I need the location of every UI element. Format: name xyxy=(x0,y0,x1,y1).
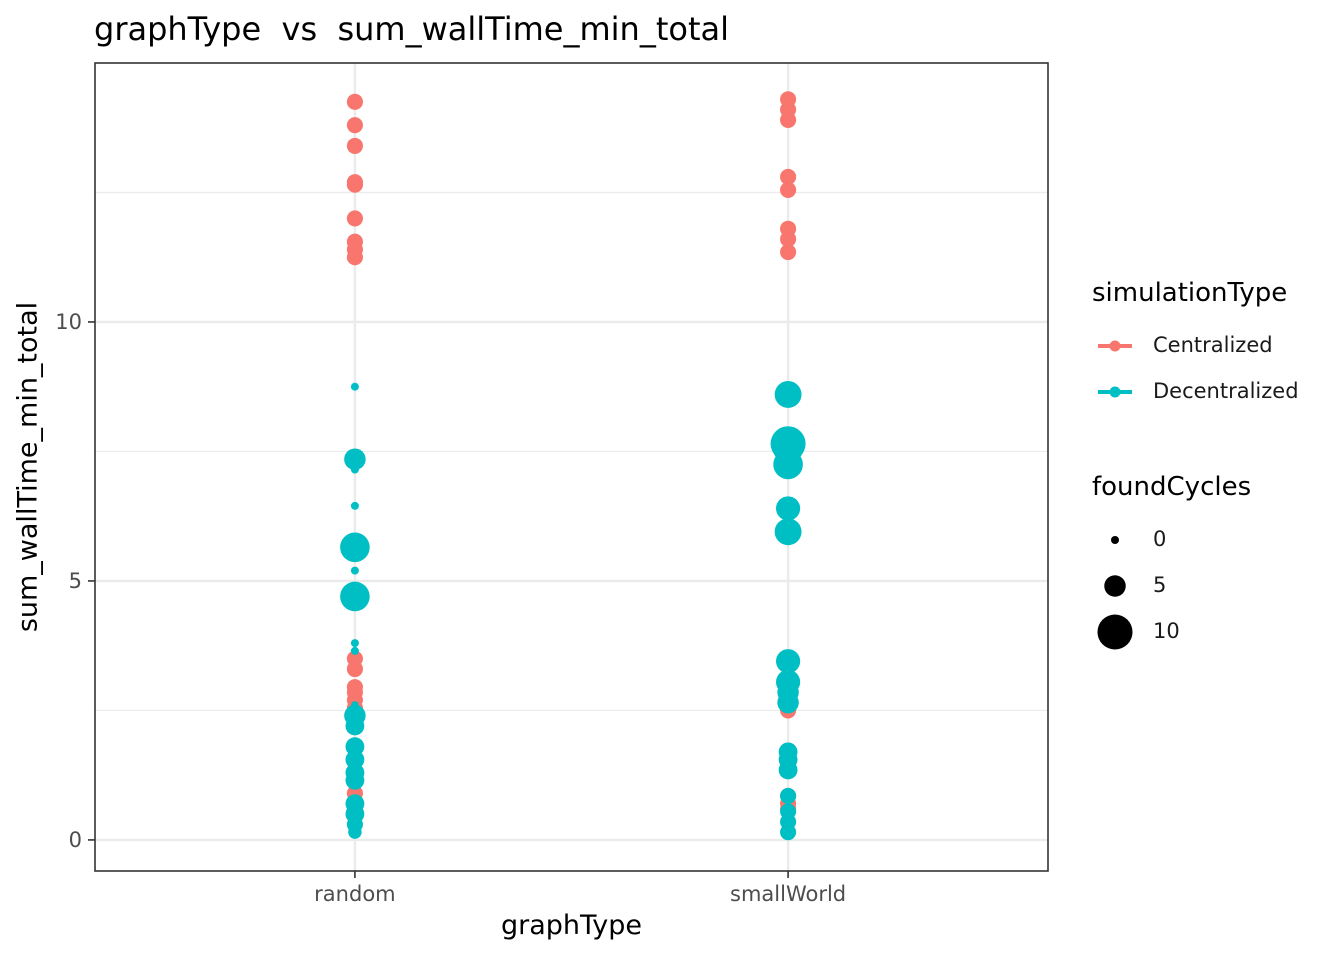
data-point xyxy=(345,737,365,757)
data-point xyxy=(345,750,365,770)
size-legend-label-0: 0 xyxy=(1153,527,1167,551)
y-tick-label: 10 xyxy=(55,310,82,334)
data-point xyxy=(345,716,365,736)
data-point xyxy=(775,649,801,674)
data-point xyxy=(350,566,359,575)
data-point xyxy=(780,244,797,261)
y-axis-title: sum_wallTime_min_total xyxy=(12,301,44,633)
data-point xyxy=(346,210,363,227)
data-point xyxy=(774,381,802,408)
data-point xyxy=(346,660,363,678)
data-point xyxy=(350,646,359,655)
data-point xyxy=(345,770,365,790)
data-point xyxy=(350,639,359,648)
size-legend-label-5: 5 xyxy=(1153,573,1167,597)
size-legend-keys xyxy=(1097,536,1133,650)
size-legend-title: foundCycles xyxy=(1092,472,1252,502)
data-point xyxy=(780,181,797,198)
size-legend-key xyxy=(1111,536,1119,544)
y-tick-label: 0 xyxy=(69,828,82,852)
data-point xyxy=(780,111,797,129)
data-point xyxy=(346,93,363,110)
data-point xyxy=(780,787,797,804)
data-point xyxy=(778,760,798,780)
data-point xyxy=(340,532,370,563)
panel-background xyxy=(95,63,1048,871)
data-point xyxy=(350,501,359,510)
legend-label-centralized: Centralized xyxy=(1153,333,1273,357)
data-point xyxy=(346,137,363,154)
data-point xyxy=(348,825,362,839)
data-point xyxy=(346,117,363,134)
size-legend-label-10: 10 xyxy=(1153,619,1180,643)
data-points xyxy=(340,91,806,841)
data-point xyxy=(773,449,803,480)
grid-minor xyxy=(95,191,1048,712)
data-point xyxy=(780,824,797,841)
data-point xyxy=(346,176,363,193)
data-point xyxy=(346,249,363,266)
data-point xyxy=(340,581,370,612)
x-tick-label: random xyxy=(314,882,395,906)
data-point xyxy=(350,465,359,474)
y-tick-label: 5 xyxy=(69,569,82,593)
legend-label-decentralized: Decentralized xyxy=(1153,379,1299,403)
color-legend-title: simulationType xyxy=(1092,278,1288,308)
data-point xyxy=(780,168,797,185)
data-point xyxy=(350,382,359,391)
legend-key-point xyxy=(1109,340,1121,352)
data-point xyxy=(777,691,799,714)
panel-border xyxy=(94,62,1049,872)
data-point xyxy=(775,496,801,521)
data-point xyxy=(774,518,802,546)
chart-title: graphType vs sum_wallTime_min_total xyxy=(94,10,729,48)
x-axis: random smallWorld xyxy=(314,871,846,906)
data-point xyxy=(344,448,366,470)
size-legend-key xyxy=(1104,575,1126,597)
color-legend-keys xyxy=(1098,340,1132,398)
data-point xyxy=(780,231,797,248)
x-tick-label: smallWorld xyxy=(730,882,846,906)
x-axis-title: graphType xyxy=(500,910,643,941)
legend-key-point xyxy=(1109,386,1121,398)
size-legend-key xyxy=(1097,614,1133,650)
y-axis: 0 5 10 xyxy=(55,310,95,852)
